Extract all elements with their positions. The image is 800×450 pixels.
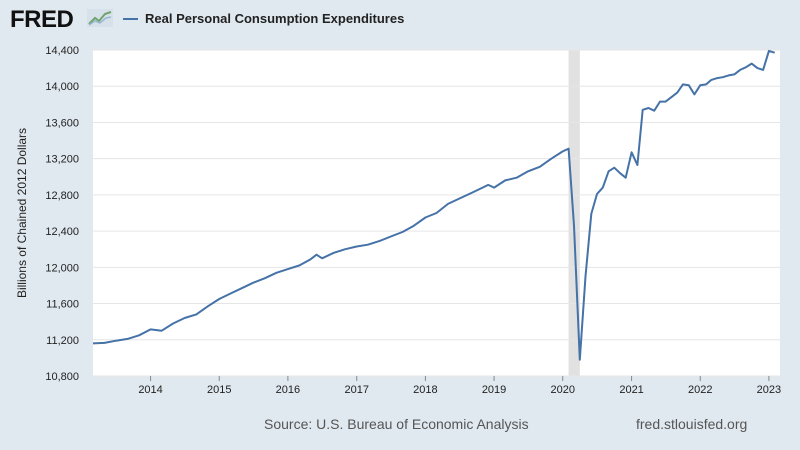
x-axis-ticks: 2014 2015 2016 2017 2018 2019 2020 2021 2022 2023 [138,376,781,396]
x-tick-label: 2016 [276,384,300,396]
y-tick-label: 13,200 [45,154,79,166]
chart-header: FRED Real Personal Consumption Expenditu… [0,0,800,40]
recession-band [568,50,580,376]
line-graph-icon [87,9,113,27]
series-line [92,49,775,361]
y-tick-label: 12,000 [45,262,79,274]
x-tick-label: 2023 [757,384,781,396]
y-tick-label: 14,000 [45,81,79,93]
y-tick-label: 12,400 [45,226,79,238]
y-tick-label: 13,600 [45,117,79,129]
x-tick-label: 2020 [550,384,574,396]
series-layer [92,49,775,361]
x-tick-label: 2014 [138,384,162,396]
x-tick-label: 2022 [688,384,712,396]
x-tick-label: 2021 [619,384,643,396]
y-tick-label: 12,800 [45,190,79,202]
x-tick-label: 2017 [344,384,368,396]
x-tick-label: 2018 [413,384,437,396]
grid-lines [93,49,780,377]
y-tick-label: 11,200 [46,335,79,347]
y-axis-ticks: 10,800 11,200 11,600 12,000 12,400 12,800 13,2… [45,45,79,383]
fred-url[interactable]: fred.stlouisfed.org [636,416,748,432]
fred-logo[interactable]: FRED [10,6,74,33]
recession-bands [568,50,580,376]
y-tick-label: 14,400 [45,45,79,57]
legend-label[interactable]: Real Personal Consumption Expenditures [145,11,405,26]
y-axis-label: Billions of Chained 2012 Dollars [15,128,29,298]
x-tick-label: 2019 [482,384,506,396]
legend-swatch [123,18,138,20]
x-tick-label: 2015 [207,384,231,396]
y-tick-label: 10,800 [45,371,79,383]
source-note: Source: U.S. Bureau of Economic Analysis [264,416,529,432]
y-tick-label: 11,600 [46,299,79,311]
